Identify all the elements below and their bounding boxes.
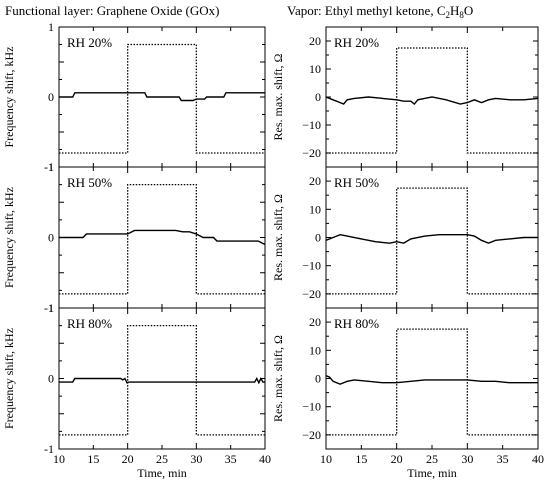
vapor-exposure-line (326, 187, 538, 295)
panel-right-middle: −20 −10 0 10 20 RH 50% Res. max. shift, Ω (271, 166, 539, 309)
signal-line (325, 233, 538, 244)
right-title-part1: Vapor: Ethyl methyl ketone, C (287, 3, 446, 18)
y-axis-label: Res. max. shift, Ω (271, 194, 285, 281)
rh-label: RH 50% (67, 175, 112, 190)
signal-line (59, 377, 265, 385)
x-tick-label: 10 (53, 452, 65, 466)
x-tick-label: 25 (156, 452, 168, 466)
y-tick-label: 10 (309, 62, 321, 76)
right-title-part2: H (450, 3, 459, 18)
y-tick-label: 0 (315, 372, 321, 386)
panel-left-bottom: -1 0 1 10 15 20 25 30 35 40 RH 80% Frequency shift,… (2, 301, 271, 480)
panel-left-middle: -1 0 1 RH 50% Frequency shift, kHz (2, 160, 266, 315)
x-tick-label: 30 (190, 452, 202, 466)
y-axis-label: Frequency shift, kHz (2, 328, 16, 429)
y-tick-label: −10 (302, 259, 321, 273)
vapor-exposure-line (326, 47, 538, 154)
y-tick-label: 20 (309, 34, 321, 48)
panel-right-bottom: −20 −10 0 10 20 10 15 20 25 30 35 40 RH 80% Res. max.… (271, 307, 544, 480)
y-tick-label: 20 (309, 174, 321, 188)
y-tick-label: 0 (48, 90, 54, 104)
y-tick-label: −20 (302, 146, 321, 160)
x-tick-label: 10 (320, 452, 332, 466)
y-tick-label: −10 (302, 118, 321, 132)
signal-line (325, 375, 538, 385)
right-column-title: Vapor: Ethyl methyl ketone, C2H8O (287, 3, 473, 20)
rh-label: RH 20% (67, 35, 112, 50)
y-tick-label: 10 (309, 343, 321, 357)
left-column-title: Functional layer: Graphene Oxide (GOx) (5, 3, 219, 18)
y-tick-label: 20 (309, 315, 321, 329)
x-tick-label: 35 (497, 452, 509, 466)
y-tick-label: 0 (48, 372, 54, 386)
signal-line (325, 96, 539, 105)
y-tick-label: 0 (48, 231, 54, 245)
x-tick-label: 15 (87, 452, 99, 466)
x-tick-label: 40 (532, 452, 544, 466)
rh-label: RH 50% (334, 175, 379, 190)
y-axis-label: Frequency shift, kHz (2, 47, 16, 148)
y-axis-label: Res. max. shift, Ω (271, 53, 285, 140)
vapor-exposure-line (59, 43, 265, 154)
y-tick-label: -1 (44, 442, 54, 456)
y-tick-label: −20 (302, 428, 321, 442)
right-title-sub1: 2 (446, 10, 451, 20)
x-tick-label: 20 (391, 452, 403, 466)
panel-left-top: -1 0 1 RH 20% Frequency shift, kHz (2, 20, 266, 174)
y-tick-label: 1 (48, 20, 54, 34)
x-tick-label: 40 (259, 452, 271, 466)
rh-label: RH 80% (334, 316, 379, 331)
signal-line (59, 92, 265, 102)
panel-right-top: −20 −10 0 10 20 RH 20% Res. max. shift, Ω (271, 26, 539, 168)
y-tick-label: 1 (48, 160, 54, 174)
x-tick-label: 25 (426, 452, 438, 466)
vapor-exposure-line (59, 183, 265, 295)
y-tick-label: −20 (302, 287, 321, 301)
rh-label: RH 80% (67, 316, 112, 331)
rh-label: RH 20% (334, 35, 379, 50)
y-tick-label: 0 (315, 231, 321, 245)
y-tick-label: 0 (315, 90, 321, 104)
y-tick-label: 1 (48, 301, 54, 315)
right-title-part3: O (464, 3, 473, 18)
y-tick-label: -1 (44, 301, 54, 315)
right-title-sub2: 8 (459, 10, 464, 20)
x-tick-label: 35 (225, 452, 237, 466)
y-tick-label: −10 (302, 400, 321, 414)
x-axis-label: Time, min (407, 466, 457, 480)
vapor-exposure-line (59, 324, 265, 436)
y-axis-label: Res. max. shift, Ω (271, 335, 285, 422)
signal-line (59, 229, 266, 246)
x-tick-label: 30 (461, 452, 473, 466)
y-axis-label: Frequency shift, kHz (2, 187, 16, 288)
x-tick-label: 15 (355, 452, 367, 466)
y-tick-label: 10 (309, 202, 321, 216)
y-tick-label: -1 (44, 160, 54, 174)
x-axis-label: Time, min (137, 466, 187, 480)
x-tick-label: 20 (122, 452, 134, 466)
